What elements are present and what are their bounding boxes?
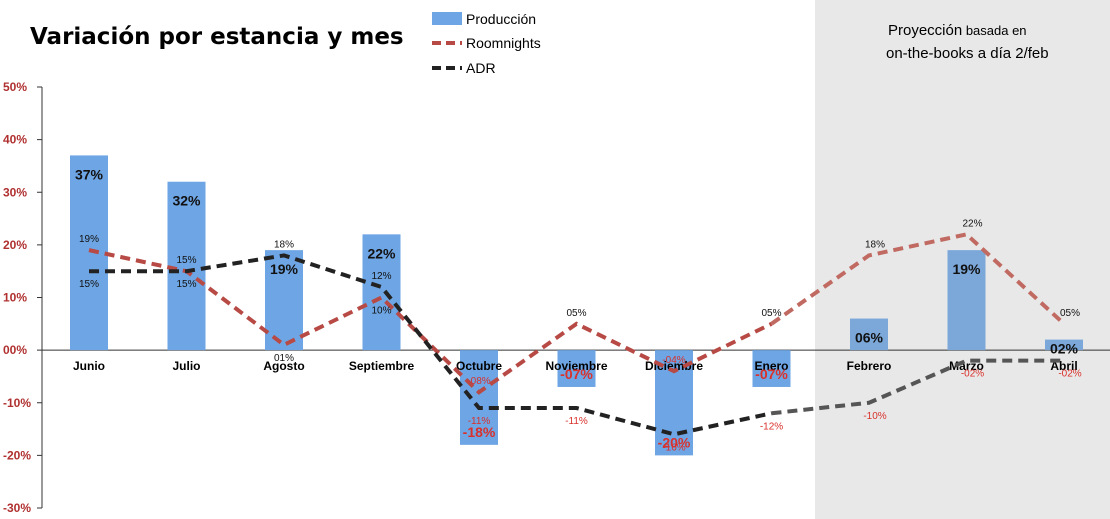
y-tick-label: 50% [3,80,27,94]
legend-label-roomnights: Roomnights [466,35,541,51]
point-label-roomnights: 05% [566,308,586,319]
bar-value-label: 22% [367,245,396,261]
y-tick-label: 30% [3,185,27,199]
legend-label-adr: ADR [466,60,496,76]
bar [557,350,596,387]
y-tick-label: 40% [3,133,27,147]
category-label: Septiembre [349,359,415,373]
category-label: Enero [754,359,788,373]
point-label-roomnights: 01% [274,353,294,364]
bar-value-label: -07% [755,366,788,382]
category-labels: Junio Julio Agosto Septiembre Octubre Noviemb… [73,359,1078,373]
bar-value-label: 19% [952,261,981,277]
bar-value-label: -18% [463,424,496,440]
bar-value-label: -07% [560,366,593,382]
y-tick-label: -20% [3,448,31,462]
bar [1045,339,1083,351]
bars [70,155,1083,456]
point-label-adr: 18% [274,239,294,250]
y-tick-label: -30% [3,501,31,515]
legend: Producción Roomnights ADR [432,11,541,76]
point-label-roomnights: -08% [467,376,490,387]
point-label-adr: 15% [79,279,99,290]
series-line-adr [89,253,772,437]
chart-title: Variación por estancia y mes [30,24,404,50]
point-labels: 37% 32% 19% 22% -18% -07% -20% -07% 06% 19% 02% 19%… [75,166,1082,453]
bar [362,234,401,351]
series-line-projection-adr [771,358,1064,416]
y-tick-label: -10% [3,396,31,410]
projection-note-rest: basada en [962,23,1026,38]
bar [947,250,986,351]
y-tick-label: 10% [3,291,27,305]
bar-value-label: 06% [855,330,884,346]
bar [752,350,791,387]
projection-note-line-2: on-the-books a día 2/feb [886,45,1049,62]
bar [655,350,693,456]
bar [265,250,303,351]
point-label-adr: -11% [468,416,491,427]
point-label-roomnights: 05% [761,308,781,319]
legend-swatch-produccion [432,12,462,25]
point-label-adr: -11% [565,416,588,427]
point-label-adr: 12% [371,271,391,282]
point-label-adr: 15% [176,279,196,290]
category-label: Junio [73,359,105,373]
series-line-projection-roomnights [770,232,1066,326]
point-label-roomnights: 15% [176,255,196,266]
category-label: Julio [172,359,200,373]
category-label: Agosto [263,359,304,373]
point-label-adr: -02% [961,369,984,380]
y-tick-label: 20% [3,238,27,252]
point-label-adr: -02% [1058,369,1081,380]
projection-note-line-1: Proyección basada en [888,22,1027,39]
bar [850,318,888,351]
point-label-adr: -10% [863,411,886,422]
bar-value-label: 02% [1050,341,1079,357]
category-label: Noviembre [545,359,607,373]
projection-note-main: Proyección [888,22,962,39]
projection-note: Proyección basada en on-the-books a día … [886,22,1049,62]
point-label-adr: -12% [760,421,783,432]
point-label-roomnights: 22% [962,218,982,229]
point-label-roomnights: -04% [662,355,685,366]
series-line-roomnights [88,248,773,395]
category-label: Febrero [847,359,892,373]
bar-value-label: 19% [270,261,299,277]
point-label-roomnights: 10% [371,306,391,317]
bar [70,155,108,351]
category-label: Octubre [456,359,502,373]
y-axis: -30% -20% -10% 00% 10% 20% 30% 40% 50% [3,80,1110,515]
point-label-adr: -16% [662,442,685,453]
series-lines [88,232,1066,437]
bar-value-label: -20% [658,434,691,450]
point-label-roomnights: 05% [1060,308,1080,319]
bar-value-label: 37% [75,166,104,182]
y-tick-label: 00% [3,343,27,357]
point-label-roomnights: 18% [865,239,885,250]
bar [460,350,498,445]
point-label-roomnights: 19% [79,234,99,245]
bar-value-label: 32% [172,193,201,209]
legend-label-produccion: Producción [466,11,536,27]
bar [167,181,206,351]
